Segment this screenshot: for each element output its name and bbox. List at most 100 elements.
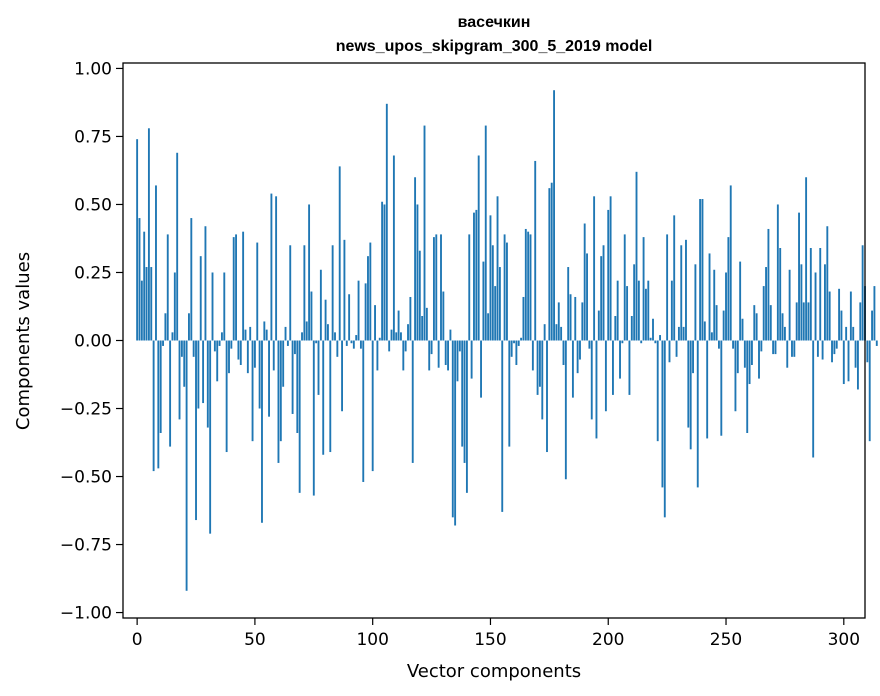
bar — [649, 337, 652, 341]
bar — [322, 340, 325, 455]
bar — [595, 340, 598, 439]
bar — [517, 340, 520, 346]
bar — [656, 340, 659, 442]
bar — [359, 340, 362, 349]
bar — [847, 340, 850, 382]
bar — [310, 291, 313, 341]
bar — [798, 212, 800, 341]
bar — [635, 171, 638, 341]
bar — [647, 280, 650, 341]
bar — [510, 340, 513, 357]
bar — [767, 228, 770, 341]
bar — [776, 204, 779, 341]
bar — [494, 286, 497, 341]
bar — [385, 103, 388, 341]
bar — [557, 302, 560, 341]
bar — [400, 332, 402, 341]
bar — [261, 340, 263, 523]
bar — [270, 193, 273, 341]
bar — [548, 188, 551, 341]
bar — [275, 196, 278, 341]
bar — [147, 128, 150, 341]
bar — [162, 340, 164, 346]
bar — [190, 218, 193, 341]
bar — [560, 326, 563, 341]
bar — [225, 340, 228, 453]
bar — [489, 215, 492, 341]
bar — [421, 316, 424, 341]
bar — [873, 286, 876, 341]
bar — [774, 340, 777, 355]
bar — [748, 340, 751, 385]
bar — [710, 332, 713, 341]
bar — [334, 332, 336, 341]
bar — [484, 125, 487, 341]
bar — [807, 302, 810, 341]
bar — [833, 340, 836, 355]
bar — [294, 340, 296, 355]
bar — [341, 340, 343, 412]
y-axis-label: Components values — [13, 252, 34, 430]
bar — [376, 340, 379, 371]
bar — [602, 245, 605, 341]
bar — [249, 326, 252, 341]
y-tick-label: 1.00 — [74, 59, 112, 79]
bar — [824, 264, 826, 341]
bar — [414, 177, 417, 341]
bar — [404, 340, 407, 352]
bar — [239, 340, 242, 365]
bar — [319, 269, 322, 341]
bar — [301, 332, 303, 341]
bar — [623, 234, 626, 341]
bar — [265, 329, 268, 341]
bar — [689, 340, 692, 450]
bar — [279, 340, 282, 442]
bar — [868, 340, 871, 442]
bar — [529, 234, 532, 341]
bar — [574, 296, 577, 341]
bar — [859, 302, 862, 341]
bar — [791, 340, 793, 357]
bar — [746, 340, 749, 433]
x-tick-label: 200 — [592, 630, 624, 650]
bar — [296, 340, 299, 433]
bar — [213, 340, 216, 352]
bar — [739, 261, 742, 341]
bar — [734, 340, 737, 412]
bar — [677, 326, 680, 341]
bar — [195, 340, 197, 521]
x-tick-label: 250 — [710, 630, 742, 650]
bar — [609, 196, 612, 341]
bar — [506, 242, 508, 341]
bar — [503, 234, 506, 341]
bar — [272, 340, 275, 371]
bar — [178, 340, 181, 420]
bar — [268, 340, 270, 417]
bar — [831, 340, 833, 363]
bar — [786, 340, 789, 368]
bar — [329, 340, 332, 453]
bar — [164, 313, 167, 341]
bar — [644, 288, 647, 341]
bar — [418, 250, 421, 341]
bar — [199, 256, 202, 341]
bar — [256, 242, 259, 341]
bar — [626, 286, 629, 341]
bar — [357, 280, 360, 341]
bar — [788, 269, 791, 341]
bar — [670, 280, 673, 341]
bar — [192, 340, 195, 357]
bar — [501, 340, 504, 512]
bar — [454, 340, 457, 526]
bar — [432, 237, 435, 341]
bar — [633, 264, 636, 341]
bar — [835, 340, 838, 349]
bar — [550, 182, 553, 341]
bar — [520, 337, 523, 341]
bar — [718, 340, 720, 349]
bar — [666, 234, 669, 341]
bar — [145, 267, 148, 341]
bar — [861, 245, 864, 341]
bar — [180, 340, 183, 357]
bar — [760, 340, 763, 352]
